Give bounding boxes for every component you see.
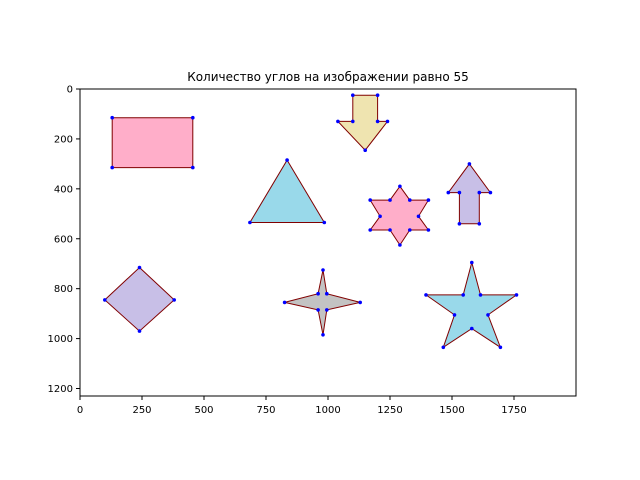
x-tick-label: 500	[194, 405, 213, 416]
corner-point	[248, 220, 252, 225]
corner-point	[375, 93, 380, 97]
x-tick-label: 1750	[501, 405, 526, 416]
corner-point	[316, 291, 320, 296]
corner-point	[441, 345, 446, 350]
x-tick-label: 1250	[377, 405, 402, 416]
corner-point	[467, 162, 472, 166]
corner-point	[316, 308, 320, 312]
corner-point	[378, 214, 382, 219]
corner-point	[172, 298, 176, 302]
corner-point	[470, 260, 474, 265]
corner-point	[498, 345, 503, 350]
corner-point	[398, 184, 402, 189]
x-tick-label: 0	[77, 405, 83, 416]
corner-point	[368, 228, 373, 232]
corner-point	[408, 198, 412, 202]
x-tick-label: 750	[256, 405, 275, 416]
corner-point	[477, 190, 482, 195]
corner-point	[282, 300, 287, 305]
corner-point	[486, 313, 490, 317]
corner-point	[385, 119, 390, 124]
corner-point	[416, 214, 421, 219]
corner-point	[321, 268, 325, 272]
corner-point	[375, 119, 380, 124]
corner-point	[322, 220, 327, 225]
corner-point	[358, 300, 363, 305]
y-tick-label: 1200	[48, 384, 73, 395]
corner-point	[488, 190, 493, 195]
corner-point	[452, 313, 457, 317]
corner-point	[363, 148, 368, 152]
y-tick-label: 200	[54, 134, 73, 145]
corner-point	[191, 115, 195, 120]
plot-area: 0 250 500 750 1000 1250 1500 1750 0 200 400 600 800 1…	[48, 85, 577, 416]
corner-point	[103, 298, 107, 302]
corner-point	[408, 228, 412, 232]
y-tick-label: 800	[54, 284, 73, 295]
x-tick-label: 250	[132, 405, 151, 416]
corner-point	[457, 190, 462, 195]
corner-point	[446, 190, 451, 195]
corner-point	[514, 293, 519, 297]
arrow-up-shape	[447, 163, 492, 225]
corner-point	[424, 293, 428, 297]
corner-point	[336, 119, 340, 124]
corner-point	[477, 222, 482, 226]
corner-point	[388, 228, 392, 232]
x-tick-label: 1500	[439, 405, 464, 416]
corner-point	[325, 291, 329, 296]
corner-point	[470, 326, 474, 331]
y-tick-label: 0	[67, 85, 73, 96]
corner-point	[461, 293, 466, 297]
corner-point	[325, 308, 329, 312]
corner-point	[478, 293, 483, 297]
corner-point	[137, 265, 142, 270]
corner-point	[426, 228, 431, 232]
arrow-down-shape	[336, 94, 389, 151]
corner-point	[137, 329, 142, 333]
corner-point	[110, 165, 114, 170]
y-tick-label: 400	[54, 184, 73, 195]
corner-point	[110, 115, 114, 120]
corner-point	[426, 198, 431, 202]
corner-point	[191, 165, 195, 170]
y-tick-label: 600	[54, 234, 73, 245]
corner-point	[388, 198, 392, 202]
corner-point	[368, 198, 373, 202]
corner-point	[351, 93, 355, 97]
chart-title: Количество углов на изображении равно 55	[187, 70, 469, 84]
corner-point	[457, 222, 462, 226]
corner-point	[398, 243, 402, 247]
triangle-shape	[249, 159, 326, 223]
corner-point	[321, 333, 325, 337]
corner-point	[351, 119, 355, 124]
corner-point	[285, 158, 289, 162]
y-tick-label: 1000	[48, 334, 73, 345]
x-tick-label: 1000	[315, 405, 340, 416]
rectangle-shape	[111, 117, 194, 169]
